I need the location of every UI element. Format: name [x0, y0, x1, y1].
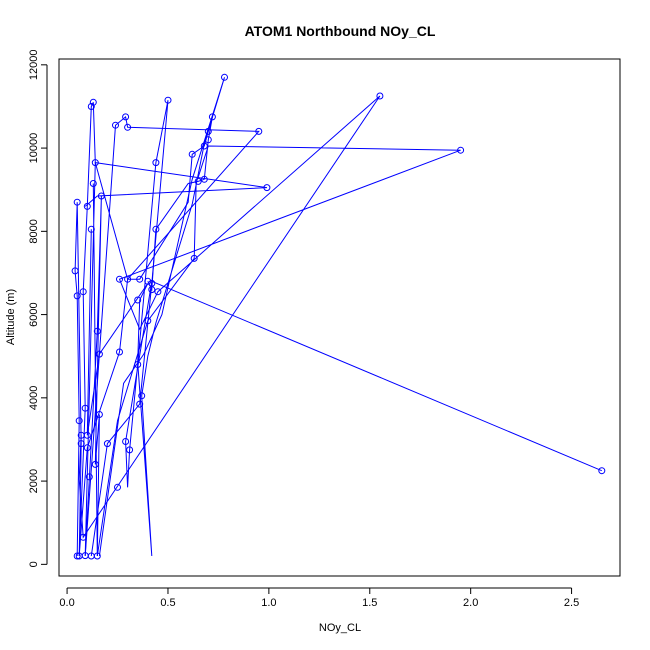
data-point — [200, 142, 208, 150]
data-point — [126, 446, 134, 454]
data-point — [144, 317, 152, 325]
data-point — [204, 127, 212, 135]
data-point — [79, 288, 87, 296]
x-tick-label: 2.5 — [564, 597, 579, 609]
data-point — [208, 113, 216, 121]
x-tick-label: 1.5 — [362, 597, 377, 609]
data-point — [138, 392, 146, 400]
data-point — [73, 552, 81, 560]
data-point — [263, 184, 271, 192]
x-tick-label: 2.0 — [463, 597, 478, 609]
data-point — [255, 127, 263, 135]
data-point — [188, 150, 196, 158]
data-point — [73, 198, 81, 206]
data-point — [122, 113, 130, 121]
data-point — [134, 361, 142, 368]
data-point — [77, 440, 85, 448]
series-line — [86, 77, 225, 557]
data-point — [144, 277, 152, 285]
data-point — [81, 404, 89, 412]
y-tick-label: 2000 — [28, 469, 40, 493]
data-point — [73, 292, 81, 300]
data-point — [83, 444, 91, 452]
data-point — [124, 123, 132, 131]
data-point — [114, 483, 121, 491]
series-line — [90, 100, 602, 557]
data-point — [152, 159, 160, 167]
data-point — [87, 103, 95, 110]
data-point — [85, 473, 93, 481]
data-point — [136, 275, 144, 283]
data-point — [190, 254, 198, 262]
y-tick-label: 4000 — [28, 386, 40, 410]
x-axis: 0.0 0.5 1.0 1.5 2.0 2.5 — [59, 587, 579, 609]
data-point — [148, 279, 156, 287]
data-point — [194, 177, 202, 185]
series-line — [84, 115, 267, 557]
x-axis-label: NOy_CL — [319, 622, 361, 634]
data-point — [134, 296, 142, 304]
data-point — [200, 175, 208, 183]
data-point — [116, 275, 123, 283]
marker-layer — [71, 73, 606, 560]
data-point — [75, 417, 83, 425]
data-point — [103, 440, 111, 448]
data-point — [136, 400, 144, 408]
data-point — [91, 460, 99, 468]
data-point — [83, 202, 91, 210]
data-point — [164, 96, 172, 104]
y-tick-label: 6000 — [28, 302, 40, 326]
data-point — [598, 467, 606, 475]
y-tick-label: 12000 — [28, 50, 40, 81]
data-point — [112, 121, 119, 129]
data-point — [87, 552, 95, 560]
data-point — [89, 180, 97, 187]
x-tick-label: 0.0 — [59, 597, 74, 609]
x-tick-label: 1.0 — [261, 597, 276, 609]
data-point — [83, 431, 91, 439]
data-point — [221, 73, 228, 81]
data-point — [124, 275, 132, 283]
series-layer — [74, 77, 602, 557]
plot-frame — [58, 58, 621, 577]
data-point — [71, 267, 79, 275]
y-tick-label: 0 — [28, 561, 40, 567]
y-tick-label: 10000 — [28, 133, 40, 164]
y-axis: 0 2000 4000 6000 8000 10000 12000 — [28, 50, 48, 567]
data-point — [457, 146, 465, 154]
data-point — [116, 348, 123, 356]
data-point — [89, 98, 97, 106]
data-point — [122, 438, 130, 445]
y-tick-label: 8000 — [28, 219, 40, 243]
data-point — [154, 288, 162, 296]
data-point — [152, 225, 160, 233]
data-point — [95, 411, 103, 418]
data-point — [79, 533, 87, 541]
y-axis-label: Altitude (m) — [5, 289, 17, 345]
x-tick-label: 0.5 — [160, 597, 175, 609]
data-point — [376, 92, 384, 100]
data-point — [95, 350, 103, 358]
data-point — [204, 136, 212, 144]
data-point — [93, 327, 101, 335]
data-point — [97, 192, 105, 200]
data-point — [87, 225, 95, 233]
chart-title: ATOM1 Northbound NOy_CL — [245, 23, 436, 39]
data-point — [91, 159, 99, 167]
